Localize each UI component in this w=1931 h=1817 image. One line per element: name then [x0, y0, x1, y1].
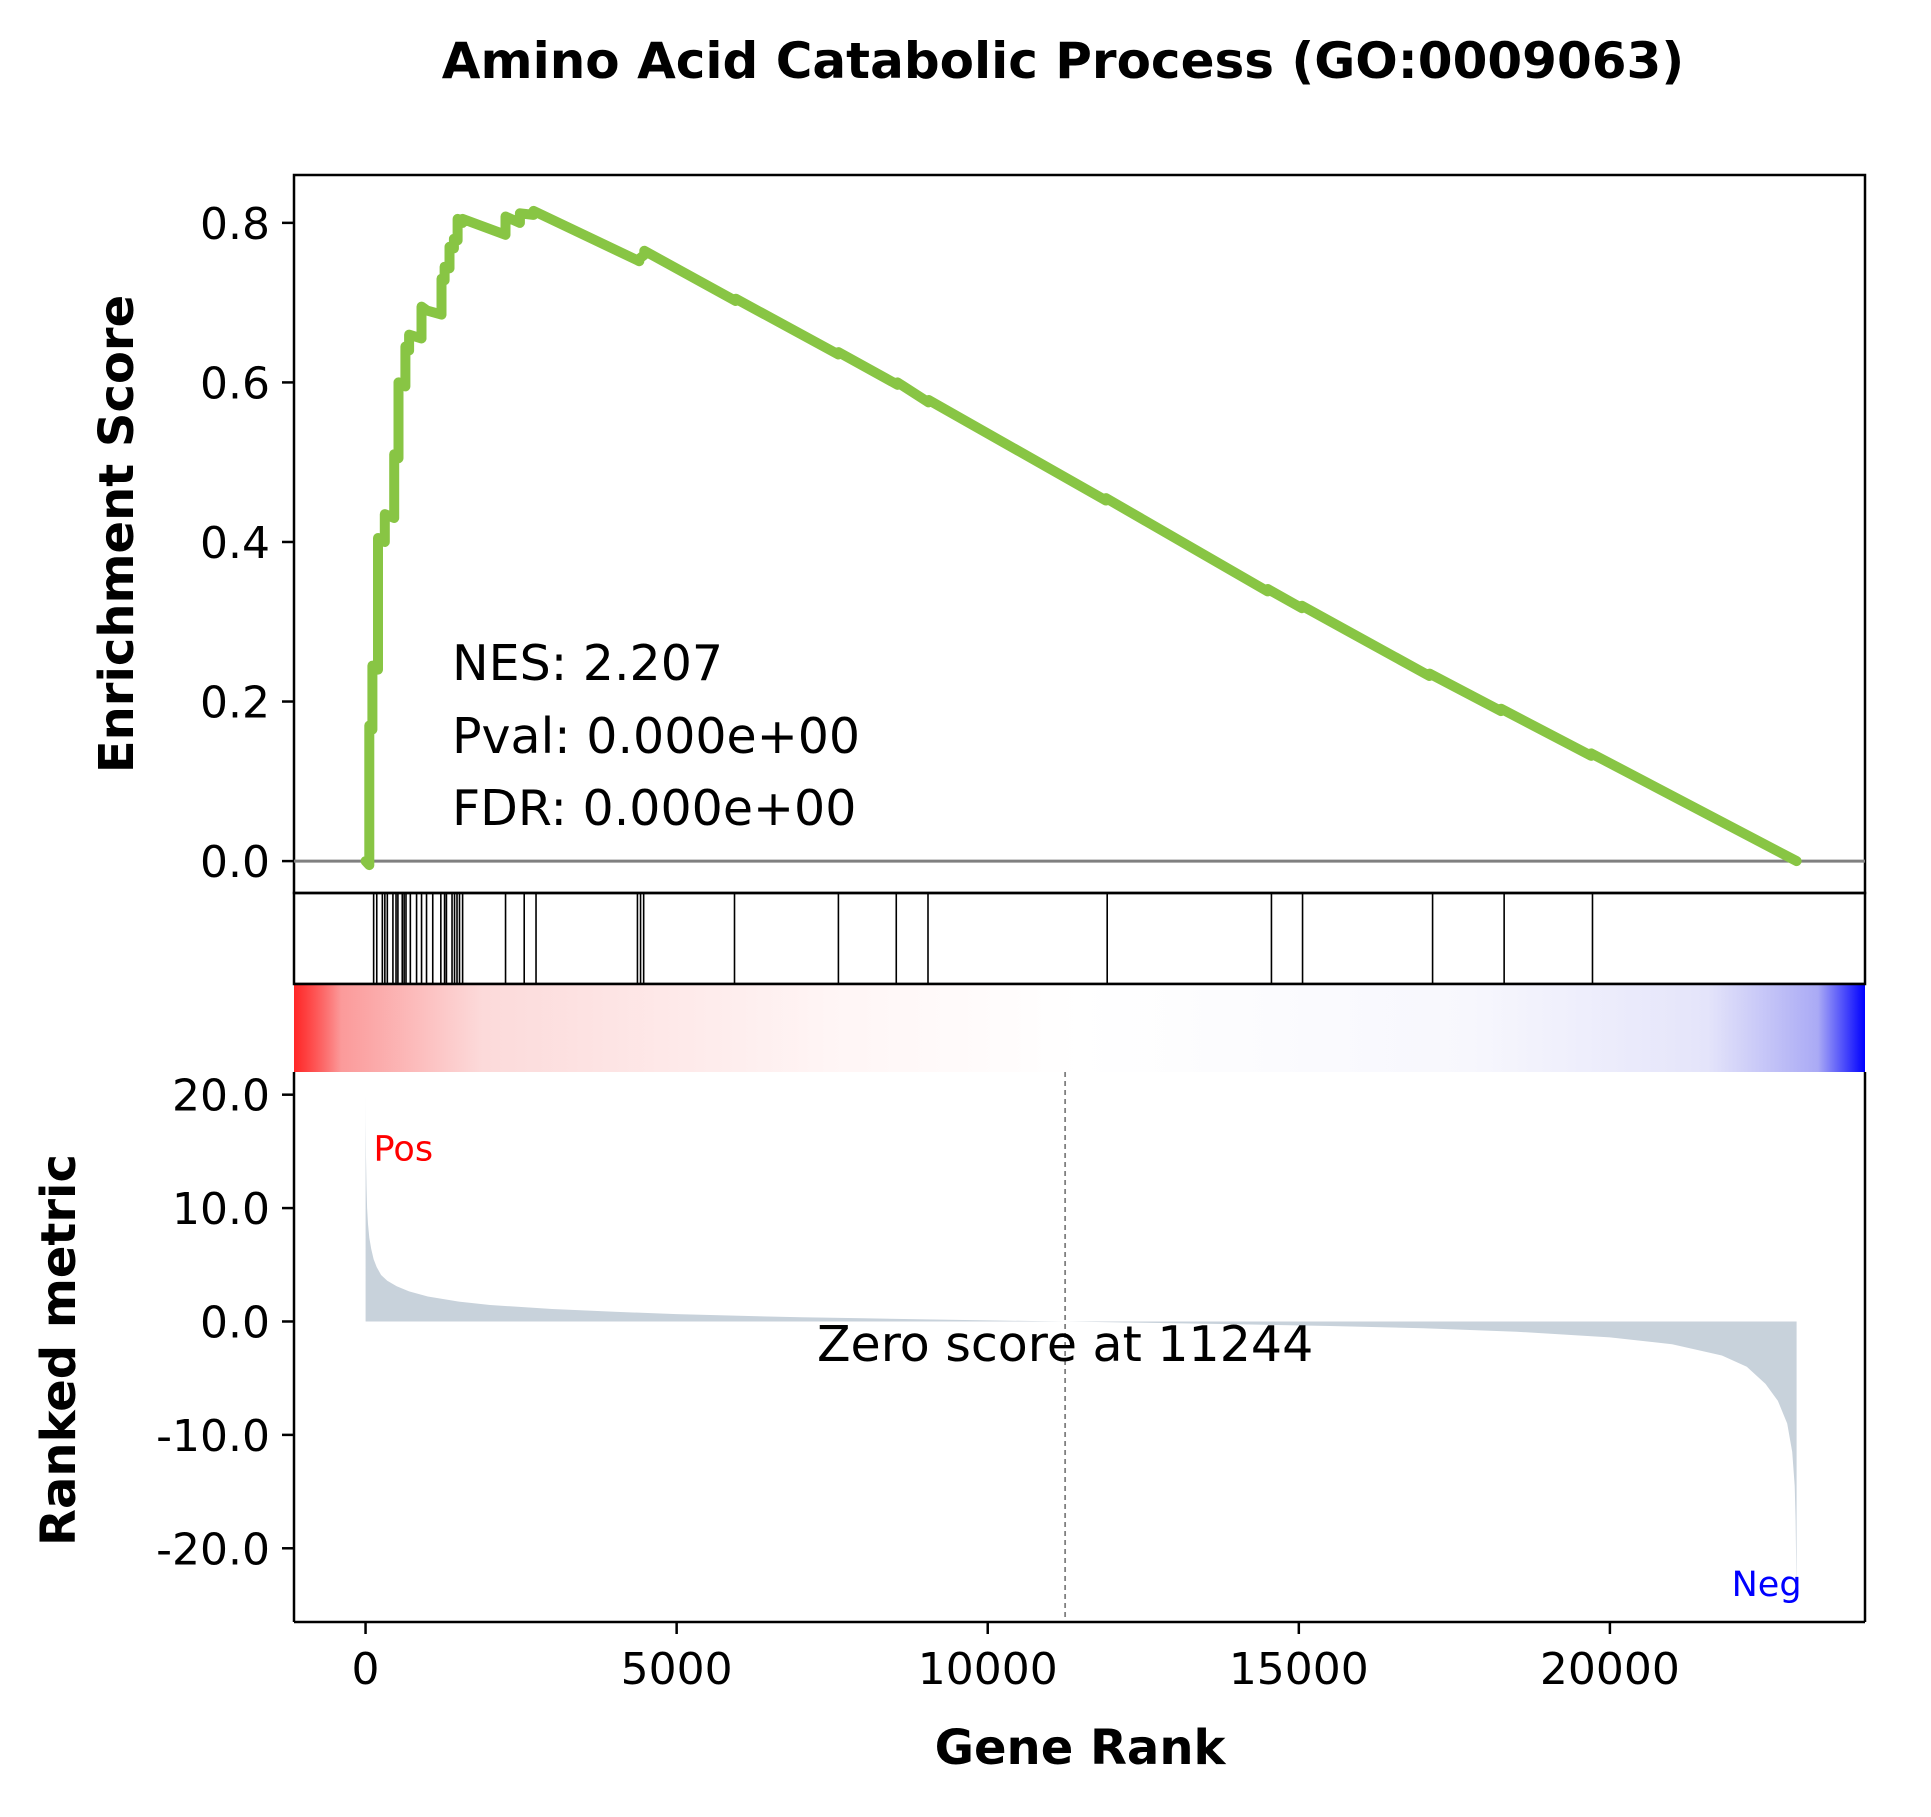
rank-y-tick-label: -10.0: [156, 1411, 270, 1462]
enrichment-score-line: [360, 205, 1802, 871]
x-axis-ticks: 0 5000 10000 15000 20000: [352, 1622, 1680, 1695]
x-tick-label: 15000: [1229, 1644, 1369, 1695]
es-y-ticks: 0.0 0.2 0.4 0.6 0.8: [200, 199, 294, 888]
es-y-tick-label: 0.2: [200, 678, 270, 729]
rank-color-gradient-bar: [294, 984, 1865, 1072]
x-tick-label: 0: [352, 1644, 380, 1695]
hits-panel-frame: [292, 891, 1867, 986]
x-axis-label: Gene Rank: [935, 1720, 1227, 1776]
ranked-metric-panel: Zero score at 11244 Pos Neg 20.0 10.0 0.0 -…: [31, 1071, 1867, 1624]
x-tick-label: 5000: [621, 1644, 733, 1695]
es-y-tick-label: 0.8: [200, 199, 270, 250]
rank-y-ticks: 20.0 10.0 0.0 -10.0 -20.0: [156, 1071, 294, 1575]
pval-text: Pval: 0.000e+00: [452, 708, 860, 765]
rank-y-tick-label: 20.0: [172, 1071, 270, 1122]
neg-label: Neg: [1732, 1565, 1802, 1605]
rank-y-tick-label: 0.0: [200, 1297, 270, 1348]
es-y-tick-label: 0.6: [200, 358, 270, 409]
gene-hits-panel: [292, 891, 1867, 986]
es-y-tick-label: 0.0: [200, 837, 270, 888]
es-y-tick-label: 0.4: [200, 518, 270, 569]
fdr-text: FDR: 0.000e+00: [452, 780, 856, 837]
enrichment-score-panel: 0.0 0.2 0.4 0.6 0.8 NES: 2.207 Pval: 0.000e+…: [89, 173, 1867, 895]
chart-title: Amino Acid Catabolic Process (GO:0009063…: [442, 32, 1684, 90]
x-tick-label: 10000: [918, 1644, 1058, 1695]
pos-label: Pos: [374, 1129, 434, 1169]
zero-score-label: Zero score at 11244: [817, 1316, 1313, 1373]
nes-text: NES: 2.207: [452, 635, 723, 692]
rank-y-tick-label: -20.0: [156, 1524, 270, 1575]
es-y-axis-label: Enrichment Score: [89, 295, 145, 773]
rank-y-tick-label: 10.0: [172, 1184, 270, 1235]
hit-lines-group: [372, 893, 1594, 984]
rank-y-axis-label: Ranked metric: [31, 1154, 87, 1546]
x-tick-label: 20000: [1540, 1644, 1680, 1695]
